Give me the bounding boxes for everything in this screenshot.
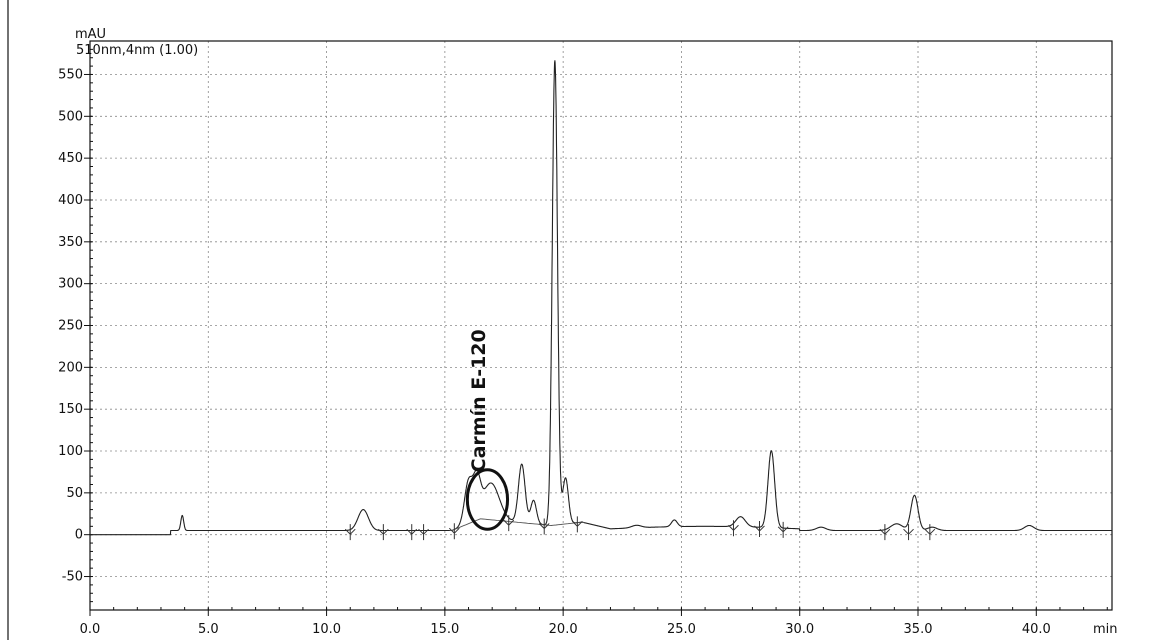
y-tick-label: 450: [58, 151, 83, 166]
x-tick-label: 25.0: [667, 622, 696, 637]
integration-markers: [344, 515, 936, 541]
y-tick-label: 500: [58, 109, 83, 124]
y-tick-label: 200: [58, 360, 83, 375]
integration-marker: [377, 524, 389, 541]
integration-marker: [344, 524, 356, 541]
y-tick-label: 0: [75, 528, 83, 543]
integration-marker: [406, 524, 418, 541]
integration-marker: [754, 520, 765, 537]
x-tick-label: 30.0: [785, 622, 814, 637]
highlight-ellipse: [465, 468, 510, 531]
x-tick-label: 5.0: [198, 622, 219, 637]
integration-marker: [448, 523, 460, 540]
chromatogram-trace: [89, 60, 1113, 536]
integration-marker: [418, 524, 429, 541]
series-label: 510nm,4nm (1.00): [76, 43, 198, 58]
integration-marker: [903, 524, 914, 541]
y-tick-label: -50: [62, 570, 83, 585]
axes: [7, 0, 1113, 640]
integration-marker: [503, 515, 515, 532]
y-axis-label: mAU: [75, 27, 106, 42]
x-tick-label: 35.0: [904, 622, 933, 637]
y-tick-label: 100: [58, 444, 83, 459]
trace-layer: [89, 60, 1113, 536]
x-tick-label: 15.0: [430, 622, 459, 637]
y-tick-label: 350: [58, 235, 83, 250]
x-tick-label: 20.0: [549, 622, 578, 637]
y-tick-label: 300: [58, 277, 83, 292]
annotation-label: Carmín E-120: [468, 329, 490, 472]
y-tick-label: 250: [58, 319, 83, 334]
integration-marker: [879, 524, 891, 541]
integration-marker: [777, 521, 789, 538]
x-tick-label: 40.0: [1022, 622, 1051, 637]
y-tick-label: 150: [58, 402, 83, 417]
integration-marker: [538, 518, 550, 535]
x-tick-label: 0.0: [80, 622, 101, 637]
y-tick-label: 400: [58, 193, 83, 208]
integration-baseline: [449, 518, 585, 531]
integration-marker: [571, 516, 583, 533]
grid: [90, 41, 1112, 610]
integration-marker: [924, 524, 936, 541]
integration-marker: [728, 520, 739, 537]
labels: mAU 510nm,4nm (1.00) min 550500450400350…: [58, 27, 1117, 637]
x-tick-label: 10.0: [312, 622, 341, 637]
y-tick-label: 550: [58, 67, 83, 82]
y-tick-label: 50: [66, 486, 83, 501]
x-axis-label: min: [1093, 622, 1118, 637]
